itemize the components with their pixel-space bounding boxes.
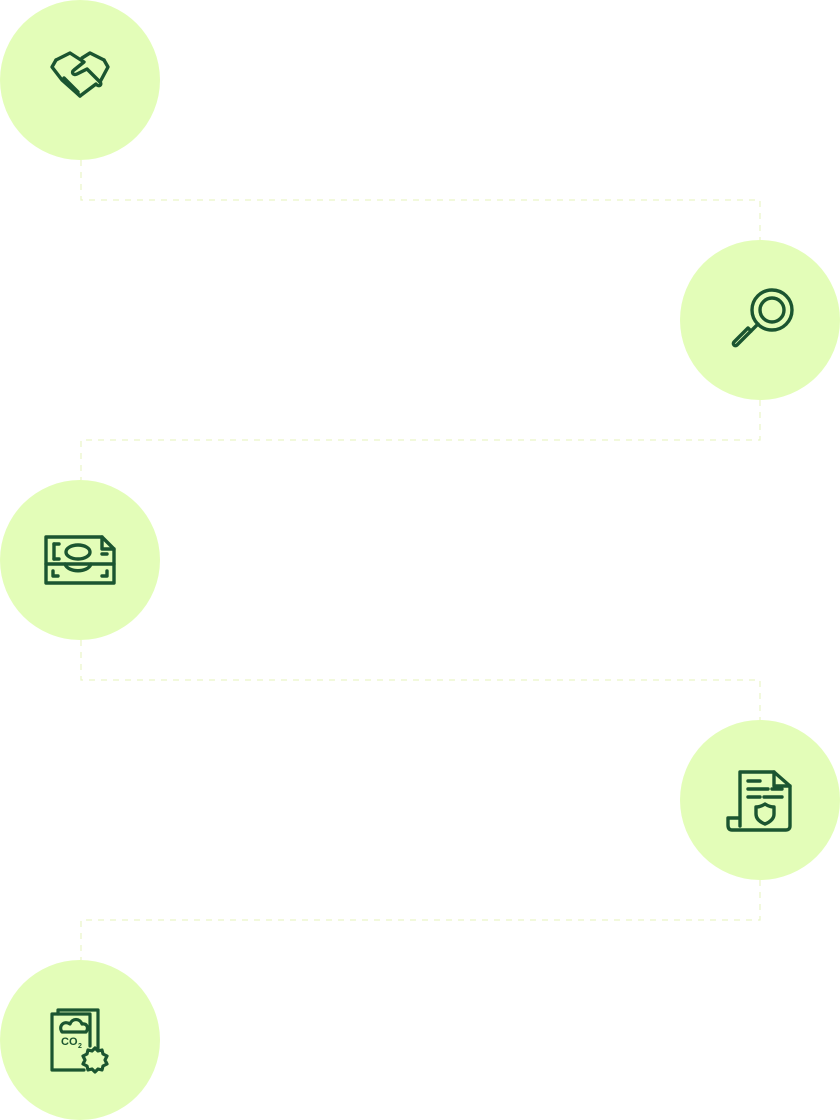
svg-text:2: 2 [78,1043,82,1050]
step-5-circle: CO 2 [0,960,160,1120]
shield-document-icon [726,770,792,832]
step-4-circle [680,720,840,880]
magnifying-glass-icon [731,288,794,348]
svg-text:CO: CO [61,1036,78,1048]
step-3-circle [0,480,160,640]
money-bill-icon [44,535,116,585]
connector-4-5 [80,880,761,960]
connector-3-4 [80,640,761,720]
connector-2-3 [80,400,761,480]
step-1-circle [0,0,160,160]
connector-1-2 [80,160,761,240]
handshake-icon [50,51,110,98]
co2-certificate-icon: CO 2 [50,1008,109,1074]
step-2-circle [680,240,840,400]
